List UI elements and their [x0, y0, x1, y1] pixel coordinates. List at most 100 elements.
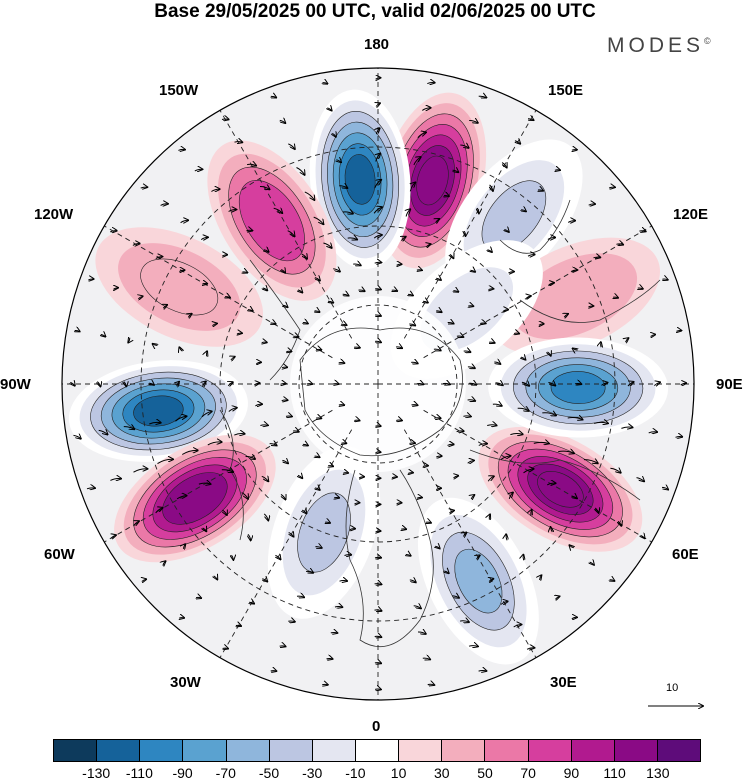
wind-vector — [538, 190, 543, 191]
wind-vector — [142, 579, 146, 581]
wind-vector — [98, 430, 108, 434]
wind-vector — [289, 532, 294, 536]
wind-vector — [280, 120, 286, 123]
wind-vector — [228, 382, 233, 386]
colorbar-tick-label: 90 — [563, 765, 580, 781]
wind-vector — [273, 208, 283, 213]
contour-band — [550, 371, 606, 404]
wind-vector — [590, 562, 594, 565]
wind-vector — [374, 180, 381, 189]
brand-name: MODES — [607, 34, 705, 57]
wind-vector — [315, 311, 320, 312]
wind-vector — [261, 476, 269, 481]
lon-label-180: 180 — [364, 36, 390, 53]
wind-vector — [328, 301, 333, 303]
wind-vector — [344, 555, 352, 556]
wind-vector — [262, 342, 267, 343]
wind-vector — [542, 413, 556, 416]
wind-vector — [376, 103, 380, 106]
meridian-line — [104, 225, 333, 359]
contour-band — [238, 180, 305, 262]
wind-vector — [513, 625, 522, 628]
wind-vector — [221, 119, 229, 120]
wind-vector — [128, 338, 130, 343]
colorbar-swatch — [442, 739, 486, 762]
wind-vector — [177, 382, 179, 386]
wind-vector — [489, 515, 490, 520]
wind-vector — [453, 170, 459, 172]
wind-vector — [198, 483, 211, 484]
wind-vector — [248, 310, 253, 311]
wind-vector — [454, 476, 459, 478]
wind-vector — [75, 330, 80, 331]
wind-vector — [223, 510, 227, 515]
wind-vector — [406, 554, 411, 555]
wind-vector — [341, 324, 346, 325]
wind-vector — [470, 270, 475, 272]
wind-vector — [478, 670, 487, 671]
wind-vector — [488, 250, 492, 252]
colorbar-tick-label: -50 — [258, 765, 280, 781]
wind-vector — [523, 555, 524, 561]
colorbar-swatch — [399, 739, 443, 762]
wind-vector — [281, 269, 285, 272]
wind-vector — [570, 270, 577, 272]
wind-vector — [375, 289, 381, 290]
wind-vector — [339, 186, 347, 188]
wind-vector — [296, 596, 304, 597]
colorbar-tick-label: 30 — [434, 765, 450, 781]
wind-vector — [409, 580, 416, 582]
wind-vector — [262, 579, 267, 582]
wind-vector — [417, 632, 426, 634]
wind-vector — [392, 290, 397, 291]
wind-vector — [339, 581, 348, 582]
wind-vector — [315, 456, 320, 457]
wind-vector — [373, 235, 382, 239]
wind-vector — [315, 547, 321, 548]
wind-vector — [253, 383, 259, 385]
contour-band — [416, 155, 449, 206]
wind-vector — [375, 78, 381, 79]
brand-mark: © — [704, 36, 711, 46]
wind-vector — [256, 362, 261, 363]
wind-vector — [444, 571, 449, 573]
meridian-line — [104, 409, 333, 543]
wind-vector — [263, 513, 268, 521]
wind-vector — [467, 461, 474, 464]
wind-vector — [249, 602, 254, 603]
wind-vector — [374, 557, 381, 558]
wind-vector — [417, 132, 426, 139]
wind-vector — [179, 270, 184, 271]
wind-vector — [255, 404, 262, 406]
wind-vector — [203, 382, 206, 387]
wind-vector — [271, 323, 276, 324]
wind-vector — [503, 310, 508, 311]
wind-vector — [409, 443, 415, 444]
meridian-line — [403, 110, 537, 339]
wind-vector — [453, 291, 458, 292]
wind-vector — [280, 384, 286, 385]
wind-vector — [73, 435, 81, 438]
lon-label-120w: 120W — [34, 206, 74, 223]
wind-vector — [296, 167, 305, 175]
wind-vector — [500, 601, 508, 604]
wind-vector — [471, 495, 474, 499]
wind-vector — [288, 621, 295, 622]
wind-vector — [547, 237, 555, 239]
wind-vector — [358, 290, 365, 291]
wind-vector — [451, 596, 459, 598]
lon-label-0: 0 — [372, 718, 381, 735]
wind-vector — [468, 646, 478, 647]
wind-vector — [245, 456, 255, 459]
wind-vector — [555, 596, 559, 599]
wind-vector — [293, 336, 298, 337]
brand-logo: MODES© — [607, 34, 711, 58]
wind-vector — [338, 363, 345, 364]
wind-vector — [315, 278, 320, 281]
wind-vector — [354, 503, 360, 504]
cell-neg-dateline — [309, 89, 411, 270]
wind-vector — [601, 383, 608, 386]
wind-vector — [246, 230, 252, 231]
wind-vector — [571, 617, 577, 618]
latitude-circle — [298, 304, 458, 464]
